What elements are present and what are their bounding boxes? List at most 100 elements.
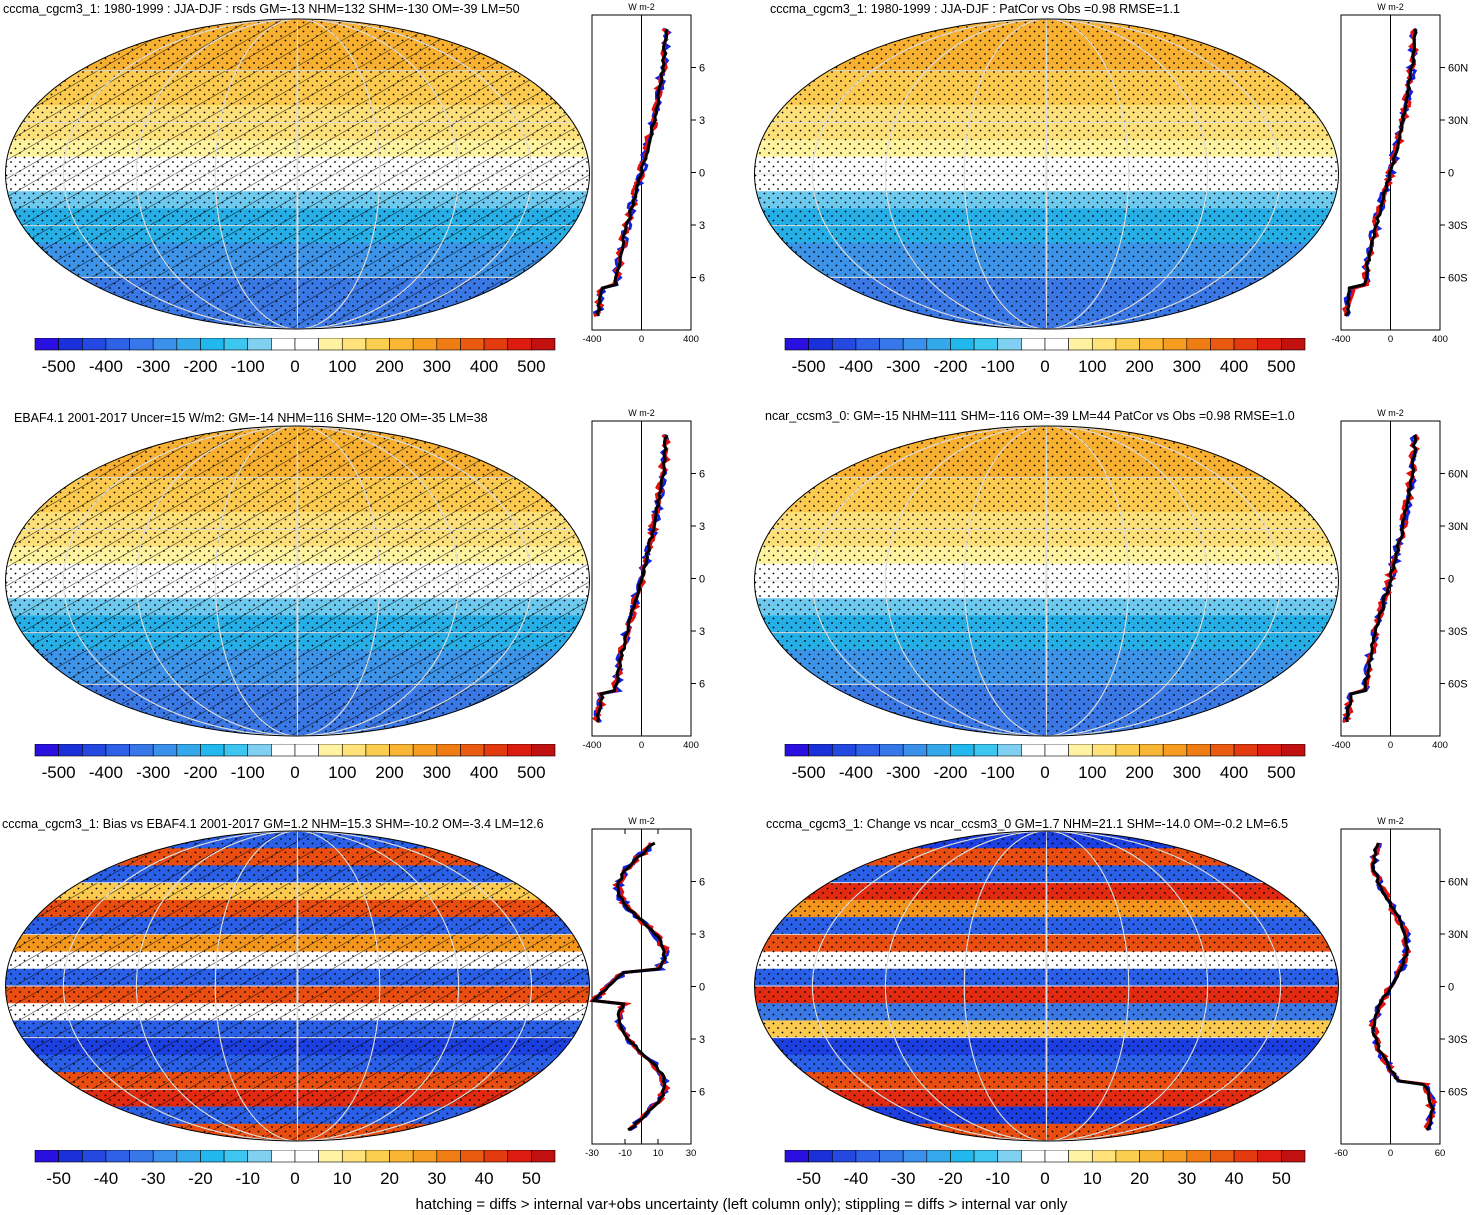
- colorbar-swatch: [483, 338, 509, 351]
- profile-panel-2: W m-2 -400 0 400 60N 30N 0 30S 60S: [1331, 2, 1468, 345]
- graticule-meridian: [811, 831, 1282, 1141]
- colorbar-swatch: [1257, 338, 1282, 351]
- colorbar-swatch: [973, 744, 999, 757]
- colorbar-label: -300: [886, 763, 920, 782]
- colorbar-swatch: [294, 1150, 319, 1163]
- profile-xtick-label: -400: [1331, 740, 1350, 751]
- graticule-meridian: [135, 831, 460, 1141]
- colorbar-swatch: [318, 338, 343, 351]
- colorbar-panel-5: -50 -40 -30 -20 -10 0 10 20 30 40 50: [34, 1150, 556, 1188]
- colorbar-label: 300: [1173, 357, 1201, 376]
- profile-ytick-label: 60S: [699, 679, 705, 691]
- colorbar-swatch: [1210, 1150, 1235, 1163]
- colorbar-swatch: [105, 744, 130, 757]
- profile-ytick-label: 30N: [699, 115, 705, 127]
- colorbar-label: -30: [141, 1169, 166, 1188]
- graticule-meridian: [1045, 426, 1048, 736]
- colorbar-label: 20: [380, 1169, 399, 1188]
- colorbar-swatch: [483, 744, 509, 757]
- profile-panel-6: W m-2 -60 0 60 60N 30N 0 30S 60S: [1334, 816, 1468, 1159]
- colorbar-swatch: [152, 338, 178, 351]
- profile-ytick-label: 60N: [699, 63, 705, 75]
- profile-xtick-label: -10: [618, 1148, 632, 1159]
- colorbar-swatch: [365, 744, 390, 757]
- colorbar-swatch: [531, 1150, 556, 1163]
- colorbar-swatch: [1162, 338, 1188, 351]
- colorbar-swatch: [341, 744, 367, 757]
- profile-line-black: [595, 434, 669, 723]
- colorbar-swatch: [483, 1150, 509, 1163]
- colorbar-swatch: [1044, 338, 1069, 351]
- colorbar-swatch: [507, 744, 532, 757]
- colorbar-swatch: [247, 338, 272, 351]
- profile-xtick-label: 60: [1435, 1148, 1446, 1159]
- colorbar-swatch: [1021, 1150, 1046, 1163]
- colorbar-swatch: [531, 338, 556, 351]
- colorbar-label: 0: [290, 763, 299, 782]
- colorbar-label: 30: [1177, 1169, 1196, 1188]
- colorbar-label: -200: [183, 763, 217, 782]
- colorbar-swatch: [247, 744, 272, 757]
- colorbar-swatch: [200, 744, 225, 757]
- profile-ytick-label: 30N: [1448, 929, 1468, 941]
- profile-ytick-label: 30S: [1448, 220, 1468, 232]
- profile-units: W m-2: [1377, 2, 1404, 12]
- map-outline: [754, 830, 1339, 1142]
- colorbar-swatch: [223, 338, 249, 351]
- colorbar-swatch: [1186, 1150, 1211, 1163]
- profile-line-black: [1344, 28, 1418, 317]
- colorbar-swatch: [1186, 744, 1211, 757]
- colorbar-swatch: [200, 338, 225, 351]
- colorbar-swatch: [1257, 1150, 1282, 1163]
- colorbar-swatch: [1139, 744, 1164, 757]
- colorbar-swatch: [223, 1150, 249, 1163]
- profile-units: W m-2: [628, 2, 655, 12]
- colorbar-swatch: [1139, 1150, 1164, 1163]
- map-outline: [5, 830, 590, 1142]
- profile-line-red: [1341, 27, 1419, 317]
- colorbar-label: -20: [188, 1169, 213, 1188]
- colorbar-swatch: [81, 1150, 107, 1163]
- profile-line-blue: [593, 433, 669, 723]
- colorbar-panel-4: -500 -400 -300 -200 -100 0 100 200 300 400 500: [784, 744, 1306, 782]
- colorbar-swatch: [129, 338, 154, 351]
- map-outline: [754, 18, 1339, 330]
- profile-line-blue: [591, 842, 670, 1132]
- colorbar-label: 300: [1173, 763, 1201, 782]
- profile-line-blue: [1343, 27, 1419, 317]
- graticule-meridian: [296, 426, 299, 736]
- colorbar-label: 300: [423, 357, 451, 376]
- colorbar-swatch: [1281, 744, 1306, 757]
- profile-xtick-label: 30: [686, 1148, 697, 1159]
- colorbar-label: 400: [1220, 763, 1248, 782]
- colorbar-label: 500: [517, 763, 545, 782]
- colorbar-swatch: [271, 338, 296, 351]
- graticule-meridian: [135, 426, 460, 736]
- colorbar-label: -400: [839, 357, 873, 376]
- colorbar-label: -200: [933, 357, 967, 376]
- colorbar-swatch: [1091, 1150, 1117, 1163]
- graticule-meridian: [811, 19, 1282, 329]
- panel-title-5: cccma_cgcm3_1: Bias vs EBAF4.1 2001-2017…: [2, 817, 544, 831]
- colorbar-swatch: [81, 744, 107, 757]
- colorbar-swatch: [1139, 338, 1164, 351]
- panel-title-3: EBAF4.1 2001-2017 Uncer=15 W/m2: GM=-14 …: [14, 411, 488, 425]
- profile-line-red: [591, 433, 671, 724]
- colorbar-swatch: [1044, 744, 1069, 757]
- colorbar-swatch: [507, 338, 532, 351]
- colorbar-swatch: [1233, 338, 1259, 351]
- colorbar-swatch: [808, 1150, 833, 1163]
- colorbar-swatch: [365, 338, 390, 351]
- profile-ytick-label: 0: [1448, 574, 1454, 586]
- colorbar-swatch: [879, 338, 904, 351]
- profile-xtick-label: 0: [1388, 334, 1393, 345]
- colorbar-label: 200: [375, 763, 403, 782]
- profile-line-black: [595, 28, 669, 317]
- colorbar-swatch: [855, 338, 880, 351]
- colorbar-swatch: [926, 338, 951, 351]
- profile-ytick-label: 30S: [699, 626, 705, 638]
- colorbar-swatch: [223, 744, 249, 757]
- profile-xtick-label: 0: [1388, 1148, 1393, 1159]
- colorbar-swatch: [831, 744, 857, 757]
- graticule-meridian: [1045, 831, 1048, 1141]
